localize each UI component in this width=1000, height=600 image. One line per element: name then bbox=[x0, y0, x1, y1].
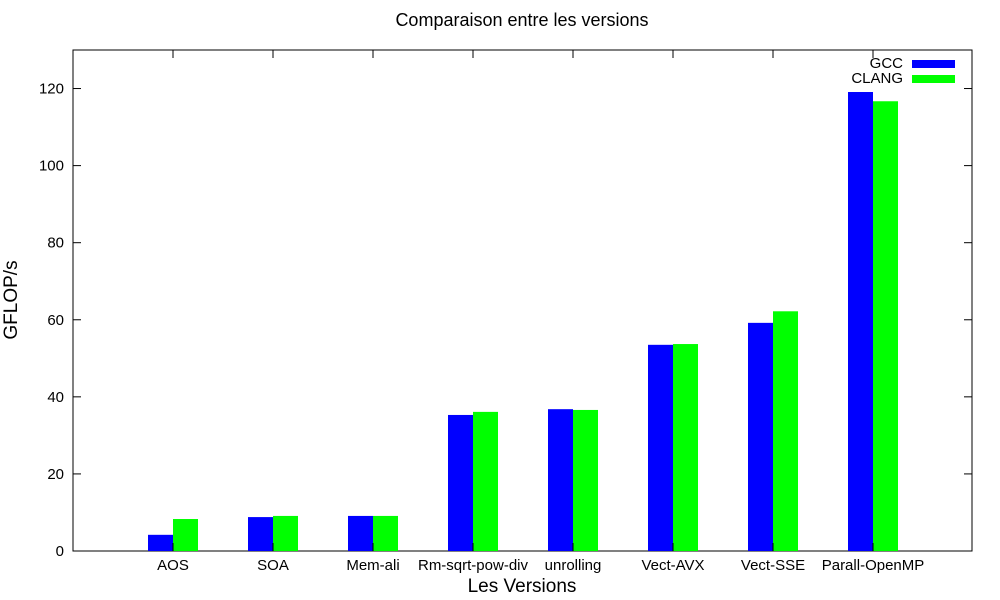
bar-clang-aos bbox=[173, 519, 198, 551]
bar-gcc-parall-openmp bbox=[848, 92, 873, 551]
x-tick-label: Vect-SSE bbox=[741, 557, 805, 574]
bar-clang-mem-ali bbox=[373, 515, 398, 551]
bar-clang-rm-sqrt-pow-div bbox=[473, 411, 498, 551]
bar-gcc-vect-avx bbox=[648, 344, 673, 551]
y-tick-label: 0 bbox=[56, 543, 64, 560]
y-tick-label: 60 bbox=[47, 312, 64, 329]
bar-gcc-unrolling bbox=[548, 409, 573, 551]
x-tick-label: Mem-ali bbox=[346, 557, 399, 574]
bar-gcc-rm-sqrt-pow-div bbox=[448, 414, 473, 551]
bar-clang-soa bbox=[273, 515, 298, 551]
x-tick-label: Parall-OpenMP bbox=[822, 557, 925, 574]
bar-clang-vect-avx bbox=[673, 344, 698, 551]
bar-gcc-mem-ali bbox=[348, 515, 373, 551]
y-tick-label: 100 bbox=[39, 158, 64, 175]
y-tick-label: 120 bbox=[39, 81, 64, 98]
legend-swatch-gcc bbox=[912, 60, 955, 68]
bar-clang-parall-openmp bbox=[873, 101, 898, 551]
y-tick-label: 80 bbox=[47, 235, 64, 252]
legend-label-clang: CLANG bbox=[851, 70, 903, 87]
y-axis-label: GFLOP/s bbox=[1, 260, 22, 339]
bar-clang-vect-sse bbox=[773, 311, 798, 551]
y-axis-ticks: 0 20 40 60 80 100 120 bbox=[39, 81, 972, 560]
legend-label-gcc: GCC bbox=[870, 55, 904, 72]
y-tick-label: 40 bbox=[47, 389, 64, 406]
x-tick-label: unrolling bbox=[545, 557, 602, 574]
bar-gcc-vect-sse bbox=[748, 322, 773, 551]
y-tick-label: 20 bbox=[47, 466, 64, 483]
bar-clang-unrolling bbox=[573, 409, 598, 551]
x-tick-label: Rm-sqrt-pow-div bbox=[418, 557, 529, 574]
plot-frame bbox=[72, 49, 973, 552]
bar-gcc-soa bbox=[248, 517, 273, 551]
legend-swatch-clang bbox=[912, 75, 955, 83]
x-tick-label: SOA bbox=[257, 557, 289, 574]
bars-layer bbox=[148, 92, 898, 551]
bar-gcc-aos bbox=[148, 534, 173, 551]
x-axis-ticks: AOS SOA Mem-ali Rm-sqrt-pow-div unrolling Vec… bbox=[157, 50, 924, 574]
x-axis-label: Les Versions bbox=[468, 576, 577, 597]
x-tick-label: AOS bbox=[157, 557, 189, 574]
chart-title: Comparaison entre les versions bbox=[395, 10, 648, 30]
x-tick-label: Vect-AVX bbox=[641, 557, 704, 574]
